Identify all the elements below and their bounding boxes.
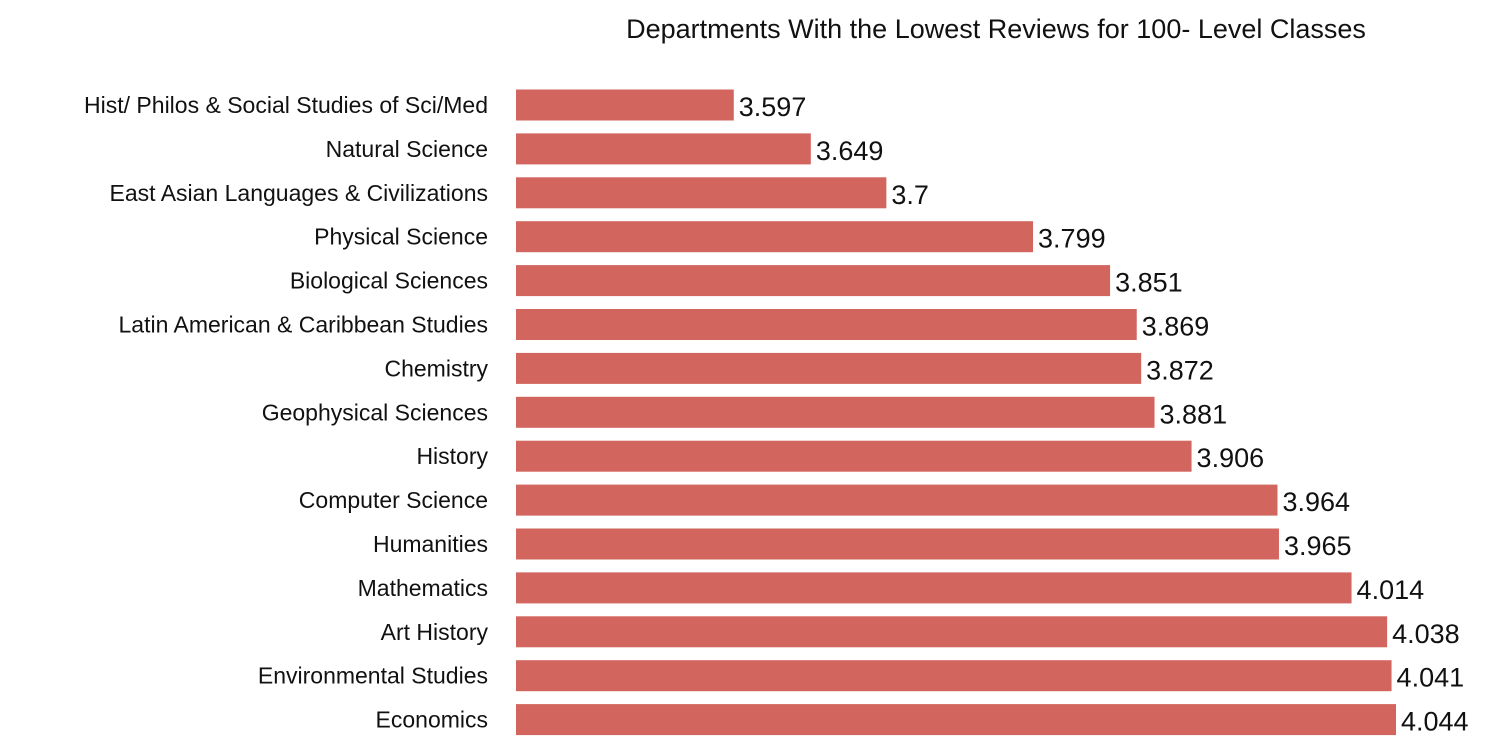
value-label: 4.038: [1392, 619, 1460, 649]
value-label: 4.041: [1397, 663, 1465, 693]
value-label: 3.597: [739, 92, 807, 122]
category-label: Environmental Studies: [258, 663, 488, 689]
bar: [516, 309, 1137, 340]
bar: [516, 484, 1278, 516]
value-label: 3.881: [1160, 399, 1228, 429]
category-label: Chemistry: [384, 355, 488, 381]
value-label: 3.799: [1038, 224, 1106, 254]
category-label: Geophysical Sciences: [262, 399, 488, 425]
value-label: 3.869: [1142, 312, 1210, 342]
bar: [516, 221, 1034, 253]
value-label: 4.014: [1357, 575, 1425, 605]
value-label: 3.964: [1282, 487, 1350, 517]
category-label: Economics: [376, 707, 488, 733]
category-label: Latin American & Caribbean Studies: [119, 312, 489, 338]
bar: [516, 660, 1392, 692]
value-label: 3.965: [1284, 531, 1352, 561]
bar: [516, 177, 887, 209]
value-label: 3.649: [816, 136, 884, 166]
category-label: Computer Science: [299, 487, 488, 513]
category-label: Humanities: [373, 531, 488, 557]
bar: [516, 352, 1142, 384]
category-label: Biological Sciences: [290, 268, 488, 294]
value-label: 3.851: [1115, 268, 1183, 298]
value-label: 3.872: [1146, 355, 1214, 385]
category-label: Physical Science: [314, 224, 488, 250]
bar: [516, 440, 1192, 472]
category-label: Art History: [381, 619, 489, 645]
category-label: East Asian Languages & Civilizations: [110, 180, 488, 206]
bar: [516, 704, 1396, 736]
bar: [516, 133, 811, 165]
category-label: History: [416, 443, 488, 469]
chart-title: Departments With the Lowest Reviews for …: [626, 14, 1366, 44]
category-label: Mathematics: [358, 575, 488, 601]
bar: [516, 616, 1388, 648]
bar: [516, 396, 1155, 428]
value-label: 3.906: [1197, 443, 1265, 473]
category-label: Hist/ Philos & Social Studies of Sci/Med: [84, 92, 488, 118]
bar: [516, 528, 1279, 560]
value-label: 3.7: [891, 180, 929, 210]
bar: [516, 265, 1111, 297]
category-label: Natural Science: [326, 136, 488, 162]
value-label: 4.044: [1401, 707, 1469, 737]
bar: [516, 89, 734, 121]
bar: [516, 572, 1352, 604]
